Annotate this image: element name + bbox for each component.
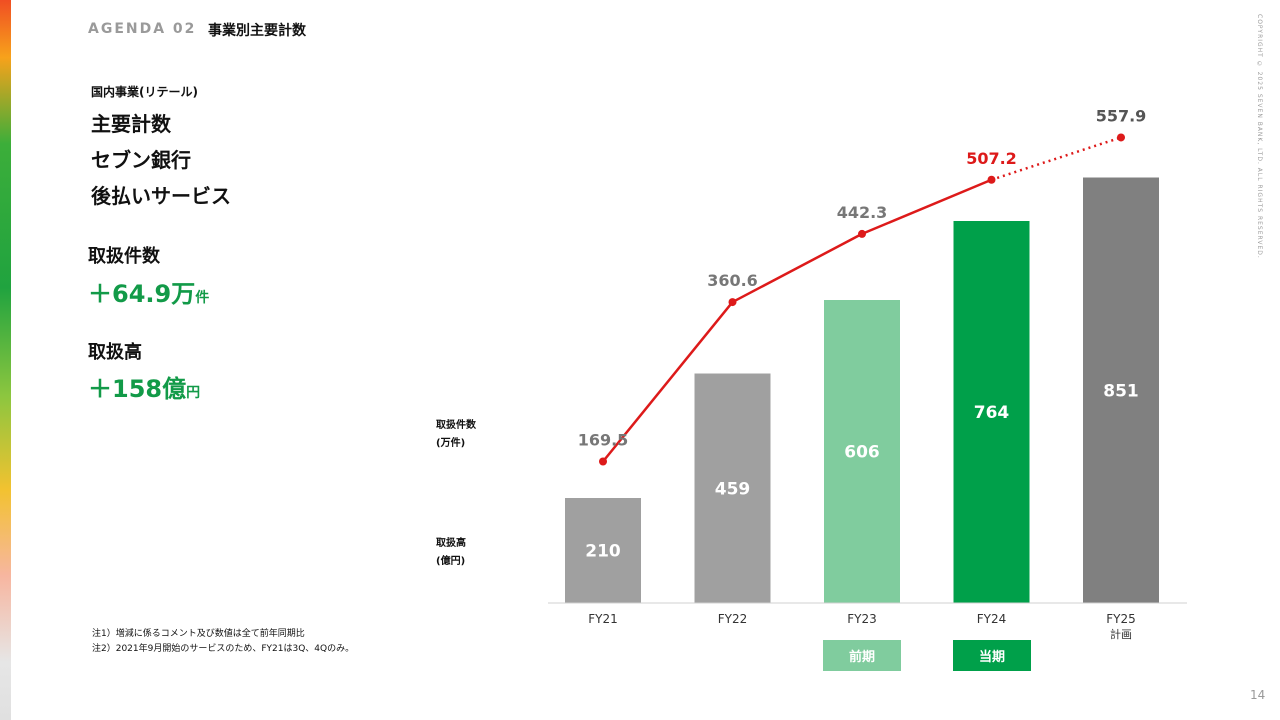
- service-name-line1: セブン銀行: [91, 148, 191, 172]
- x-tick-sublabel: 計画: [1110, 627, 1132, 641]
- line-point: [728, 298, 737, 307]
- x-tick-label: FY25: [1106, 612, 1136, 626]
- line-segment: [861, 178, 992, 236]
- x-tick-label: FY22: [718, 612, 748, 626]
- section-heading: 主要計数: [91, 112, 171, 136]
- line-segment: [731, 232, 863, 304]
- copyright-text: COPYRIGHT © 2025 SEVEN BANK, LTD. ALL RI…: [1256, 14, 1263, 259]
- bar-fy22: [694, 373, 771, 603]
- kpi-amount-label: 取扱高: [88, 342, 142, 363]
- line-value-label: 557.9: [1096, 106, 1147, 125]
- amount-axis-note: 取扱高 (億円): [436, 535, 466, 571]
- footnote-1: 注1）増減に係るコメント及び数値は全て前年同期比: [92, 629, 305, 639]
- bar-value-label: 210: [585, 542, 621, 562]
- line-value-label: 442.3: [837, 203, 888, 222]
- line-point: [599, 457, 607, 466]
- legend-curr-period: 当期: [953, 640, 1031, 671]
- line-point: [1117, 133, 1125, 142]
- bar-fy21: [565, 498, 641, 603]
- page-number: 14: [1250, 688, 1266, 702]
- line-point: [987, 175, 996, 184]
- segment-subtitle: 国内事業(リテール): [91, 85, 198, 99]
- brand-stripe: [0, 0, 11, 720]
- kpi-count-unit: 件: [195, 290, 210, 306]
- page-title: 事業別主要計数: [208, 23, 306, 39]
- x-tick-label: FY24: [977, 612, 1007, 626]
- kpi-amount-number: ＋158億: [88, 375, 187, 403]
- count-axis-unit: (万件): [436, 438, 466, 449]
- bar-value-label: 459: [715, 479, 751, 499]
- line-value-label: 360.6: [707, 271, 758, 290]
- bar-value-label: 606: [844, 443, 880, 463]
- kpi-count-value: ＋64.9万件: [88, 274, 209, 309]
- amount-axis-unit: (億円): [436, 556, 466, 567]
- legend-prev-period: 前期: [823, 640, 901, 671]
- line-segment: [602, 301, 734, 463]
- agenda-label: AGENDA 02: [88, 21, 197, 37]
- kpi-count-number: ＋64.9万: [88, 280, 196, 308]
- kpi-count-label: 取扱件数: [88, 246, 160, 267]
- bar-fy24: [953, 221, 1030, 603]
- kpi-amount-unit: 円: [186, 385, 201, 401]
- line-value-label: 507.2: [966, 149, 1017, 168]
- line-value-label: 169.5: [578, 431, 629, 450]
- amount-axis-label: 取扱高: [436, 538, 466, 549]
- x-tick-label: FY23: [847, 612, 877, 626]
- bar-fy23: [824, 300, 900, 603]
- count-axis-note: 取扱件数 (万件): [436, 417, 476, 453]
- bar-fy25: [1083, 177, 1159, 603]
- footnote-2: 注2）2021年9月開始のサービスのため、FY21は3Q、4Qのみ。: [92, 644, 355, 654]
- kpi-amount-value: ＋158億円: [88, 369, 200, 404]
- service-name-line2: 後払いサービス: [91, 184, 231, 208]
- x-tick-label: FY21: [588, 612, 618, 626]
- bar-value-label: 851: [1103, 381, 1139, 401]
- count-axis-label: 取扱件数: [436, 420, 476, 431]
- line-point: [858, 229, 866, 238]
- bar-value-label: 764: [974, 403, 1010, 423]
